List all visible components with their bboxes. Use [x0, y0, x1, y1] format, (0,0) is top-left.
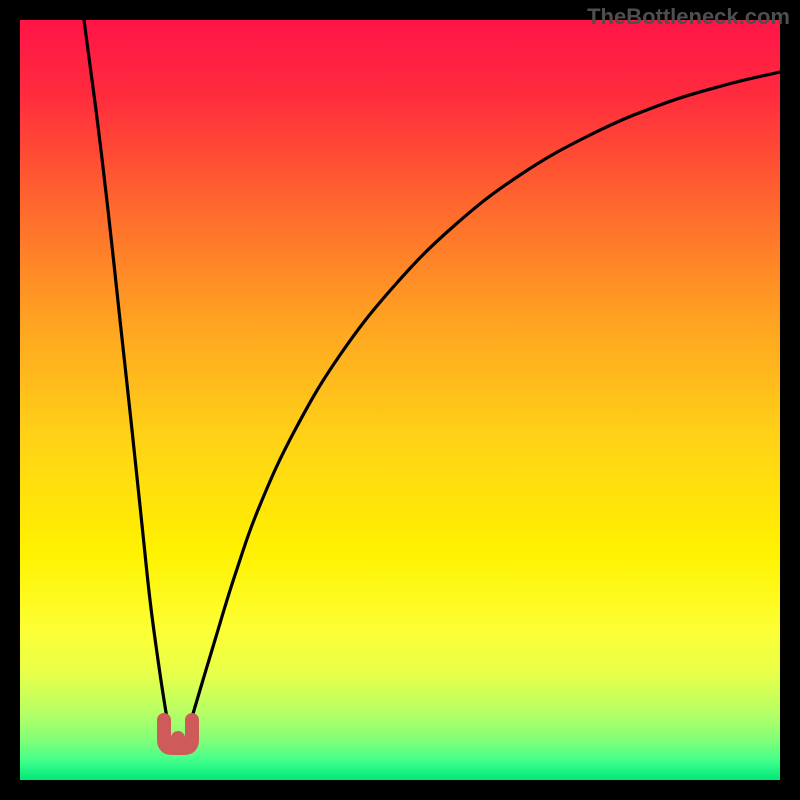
gradient-background	[20, 20, 780, 780]
chart-svg	[0, 0, 800, 800]
watermark-text: TheBottleneck.com	[587, 4, 790, 30]
chart-container: TheBottleneck.com	[0, 0, 800, 800]
